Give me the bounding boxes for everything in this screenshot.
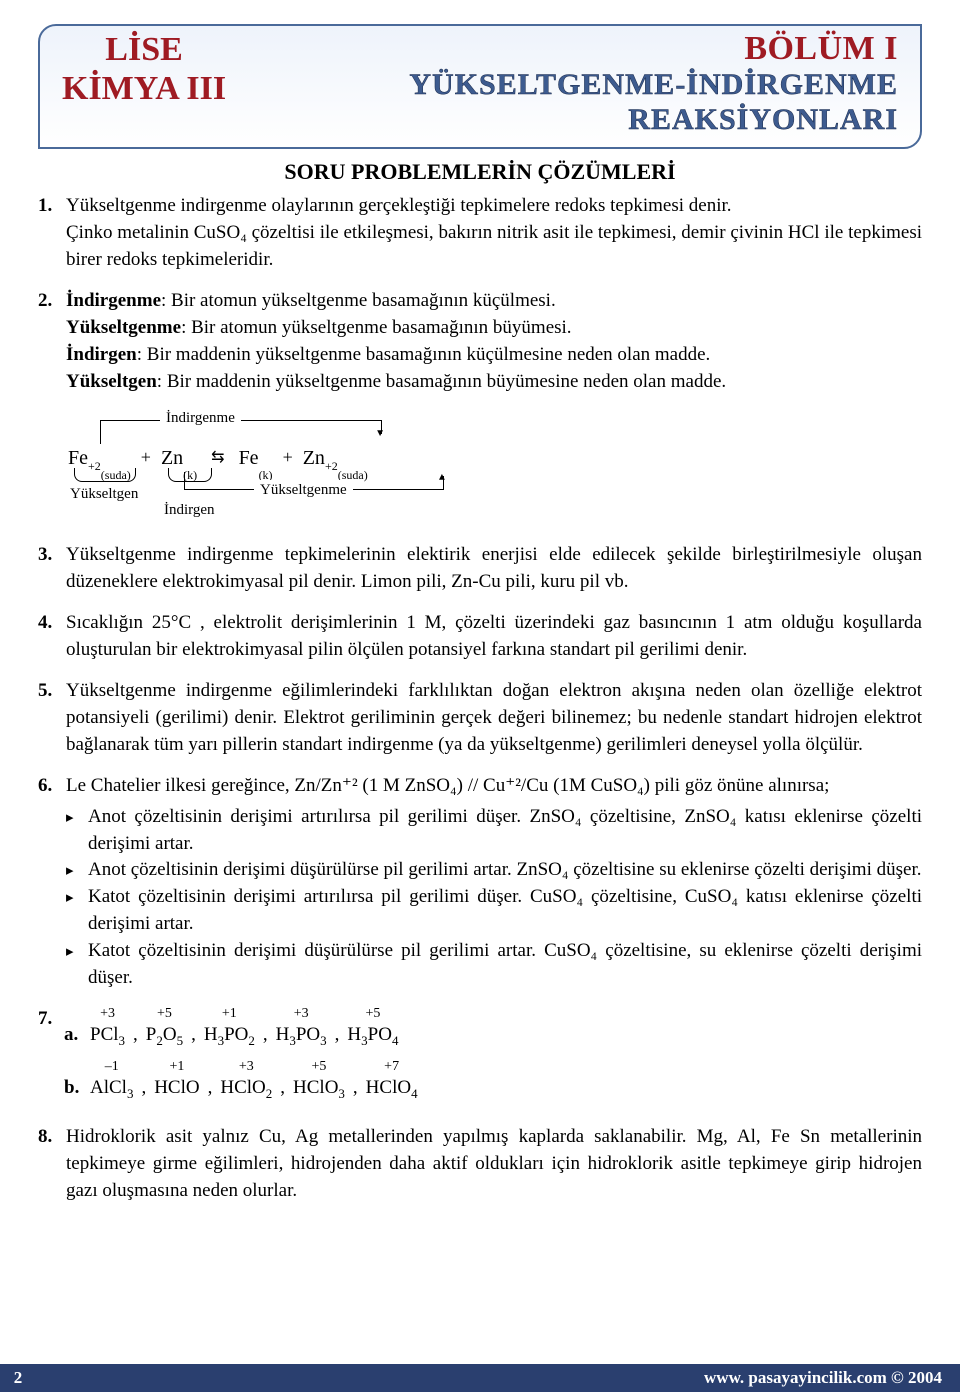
- q1-p1: Yükseltgenme indirgenme olaylarının gerç…: [66, 195, 732, 216]
- q7-b-label: b.: [64, 1075, 90, 1102]
- q1-num: 1.: [38, 193, 66, 274]
- question-5: 5. Yükseltgenme indirgenme eğilimlerinde…: [38, 678, 922, 759]
- question-7: 7. a. +3PCl3 , +5P2O5 , +1H3PO2 , +3H3PO…: [38, 1006, 922, 1110]
- question-4: 4. Sıcaklığın 25°C , elektrolit derişiml…: [38, 610, 922, 664]
- q7-line-a: a. +3PCl3 , +5P2O5 , +1H3PO2 , +3H3PO3 ,…: [64, 1022, 922, 1049]
- top-bracket: İndirgenme ▼: [100, 410, 382, 442]
- book-title: LİSE KİMYA III: [62, 30, 226, 108]
- q4-text: Sıcaklığın 25°C , elektrolit derişimleri…: [66, 610, 922, 664]
- q6-b3: Katot çözeltisinin derişimi artırılırsa …: [88, 884, 922, 938]
- page-footer: 2 www. pasayayincilik.com © 2004: [0, 1364, 960, 1392]
- bullet-icon: ▸: [66, 804, 88, 830]
- q5-num: 5.: [38, 678, 66, 759]
- question-3: 3. Yükseltgenme indirgenme tepkimelerini…: [38, 542, 922, 596]
- q6-b4: Katot çözeltisinin derişimi düşürülürse …: [88, 938, 922, 992]
- q2-def1: : Bir atomun yükseltgenme basamağının kü…: [161, 290, 556, 311]
- q6-b2: Anot çözeltisinin derişimi düşürülürse p…: [88, 857, 922, 884]
- q7-line-b: b. –1AlCl3 , +1HClO , +3HClO2 , +5HClO3 …: [64, 1061, 922, 1102]
- q5-text: Yükseltgenme indirgenme eğilimlerindeki …: [66, 678, 922, 759]
- chapter-number: BÖLÜM I: [246, 30, 898, 68]
- q2-num: 2.: [38, 288, 66, 528]
- brace-label-2: İndirgen: [164, 500, 215, 521]
- q8-num: 8.: [38, 1124, 66, 1205]
- bullet-icon: ▸: [66, 857, 88, 883]
- q7-a-label: a.: [64, 1022, 90, 1049]
- question-2: 2. İndirgenme: Bir atomun yükseltgenme b…: [38, 288, 922, 528]
- q1-p2: Çinko metalinin CuSO₄ çözeltisi ile etki…: [66, 222, 922, 270]
- q3-text: Yükseltgenme indirgenme tepkimelerinin e…: [66, 542, 922, 596]
- q6-intro: Le Chatelier ilkesi gereğince, Zn/Zn⁺² (…: [66, 773, 922, 800]
- q8-text: Hidroklorik asit yalnız Cu, Ag metalleri…: [66, 1124, 922, 1205]
- bottom-bracket-label: Yükseltgenme: [254, 480, 353, 501]
- brace-label-1: Yükseltgen: [70, 484, 138, 505]
- top-bracket-label: İndirgenme: [160, 408, 241, 429]
- content-body: 1. Yükseltgenme indirgenme olaylarının g…: [38, 193, 922, 1205]
- q2-def3: : Bir maddenin yükseltgenme basamağının …: [137, 344, 711, 365]
- section-title: SORU PROBLEMLERİN ÇÖZÜMLERİ: [38, 159, 922, 185]
- q2-def4: : Bir maddenin yükseltgenme basamağının …: [157, 371, 726, 392]
- q2-def4-term: Yükseltgen: [66, 371, 157, 392]
- q7-num: 7.: [38, 1006, 64, 1110]
- question-8: 8. Hidroklorik asit yalnız Cu, Ag metall…: [38, 1124, 922, 1205]
- q3-num: 3.: [38, 542, 66, 596]
- chapter-label: BÖLÜM I YÜKSELTGENME-İNDİRGENME REAKSİYO…: [246, 30, 898, 137]
- q6-num: 6.: [38, 773, 66, 993]
- chapter-title-l2: REAKSİYONLARI: [246, 103, 898, 138]
- q2-def2: : Bir atomun yükseltgenme basamağının bü…: [181, 317, 572, 338]
- chapter-header: LİSE KİMYA III BÖLÜM I YÜKSELTGENME-İNDİ…: [38, 24, 922, 149]
- q2-def2-term: Yükseltgenme: [66, 317, 181, 338]
- book-title-l2: KİMYA III: [62, 69, 226, 108]
- q6-b1: Anot çözeltisinin derişimi artırılırsa p…: [88, 804, 922, 858]
- redox-diagram: İndirgenme ▼ Fe+2(suda) + Zn(k) ⇆ Fe(k) …: [68, 406, 548, 524]
- bullet-icon: ▸: [66, 884, 88, 910]
- q2-def1-term: İndirgenme: [66, 290, 161, 311]
- page-number: 2: [0, 1368, 36, 1388]
- footer-site: www. pasayayincilik.com © 2004: [704, 1368, 942, 1388]
- question-1: 1. Yükseltgenme indirgenme olaylarının g…: [38, 193, 922, 274]
- question-6: 6. Le Chatelier ilkesi gereğince, Zn/Zn⁺…: [38, 773, 922, 993]
- q2-def3-term: İndirgen: [66, 344, 137, 365]
- chapter-title-l1: YÜKSELTGENME-İNDİRGENME: [246, 68, 898, 103]
- bullet-icon: ▸: [66, 938, 88, 964]
- bottom-bracket: Yükseltgenme ▼: [184, 468, 444, 500]
- book-title-l1: LİSE: [62, 30, 226, 69]
- q4-num: 4.: [38, 610, 66, 664]
